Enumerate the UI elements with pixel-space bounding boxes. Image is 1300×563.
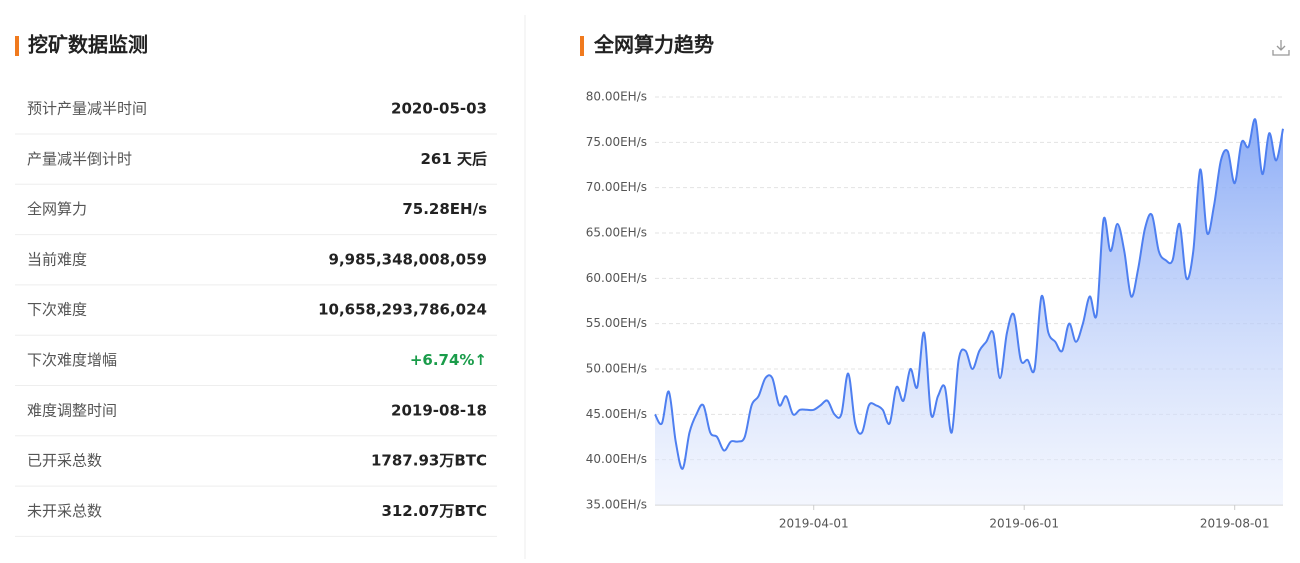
row-label: 当前难度 — [27, 250, 87, 268]
panel-title: 挖矿数据监测 — [28, 33, 148, 57]
row-label: 难度调整时间 — [27, 401, 117, 419]
chart: 35.00EH/s 40.00EH/s 45.00EH/s 50.00EH/s 55.0… — [586, 90, 1284, 531]
y-tick-label: 60.00EH/s — [586, 271, 647, 285]
row-value: 9,985,348,008,059 — [329, 250, 487, 268]
row-value: 2019-08-18 — [391, 401, 487, 419]
area — [655, 119, 1283, 505]
y-tick-label: 45.00EH/s — [586, 407, 647, 421]
title-accent — [15, 36, 19, 56]
row-value: +6.74%↑ — [410, 351, 487, 369]
row-value: 1787.93万BTC — [371, 452, 487, 470]
y-tick-label: 80.00EH/s — [586, 90, 647, 104]
row-value: 312.07万BTC — [381, 502, 487, 520]
row-label: 下次难度 — [27, 301, 87, 319]
y-tick-label: 70.00EH/s — [586, 180, 647, 194]
chart-title: 全网算力趋势 — [593, 33, 714, 57]
title-accent — [580, 36, 584, 56]
x-tick-label: 2019-04-01 — [779, 517, 849, 531]
download-icon[interactable] — [1272, 40, 1290, 56]
row-label: 未开采总数 — [27, 502, 102, 520]
row-value: 10,658,293,786,024 — [318, 301, 487, 319]
line — [654, 118, 1284, 470]
y-tick-label: 65.00EH/s — [586, 226, 647, 240]
x-tick-label: 2019-06-01 — [989, 517, 1059, 531]
y-tick-label: 55.00EH/s — [586, 316, 647, 330]
row-value: 75.28EH/s — [402, 200, 487, 218]
row-value: 261 天后 — [420, 150, 487, 168]
y-tick-label: 40.00EH/s — [586, 452, 647, 466]
y-tick-label: 50.00EH/s — [586, 362, 647, 376]
y-tick-label: 35.00EH/s — [586, 498, 647, 512]
row-label: 预计产量减半时间 — [27, 100, 147, 118]
row-label: 产量减半倒计时 — [27, 150, 132, 168]
row-value: 2020-05-03 — [391, 100, 487, 118]
x-tick-label: 2019-08-01 — [1200, 517, 1270, 531]
row-label: 下次难度增幅 — [27, 351, 117, 369]
y-tick-label: 75.00EH/s — [586, 135, 647, 149]
row-label: 全网算力 — [27, 200, 87, 218]
row-label: 已开采总数 — [27, 452, 102, 470]
